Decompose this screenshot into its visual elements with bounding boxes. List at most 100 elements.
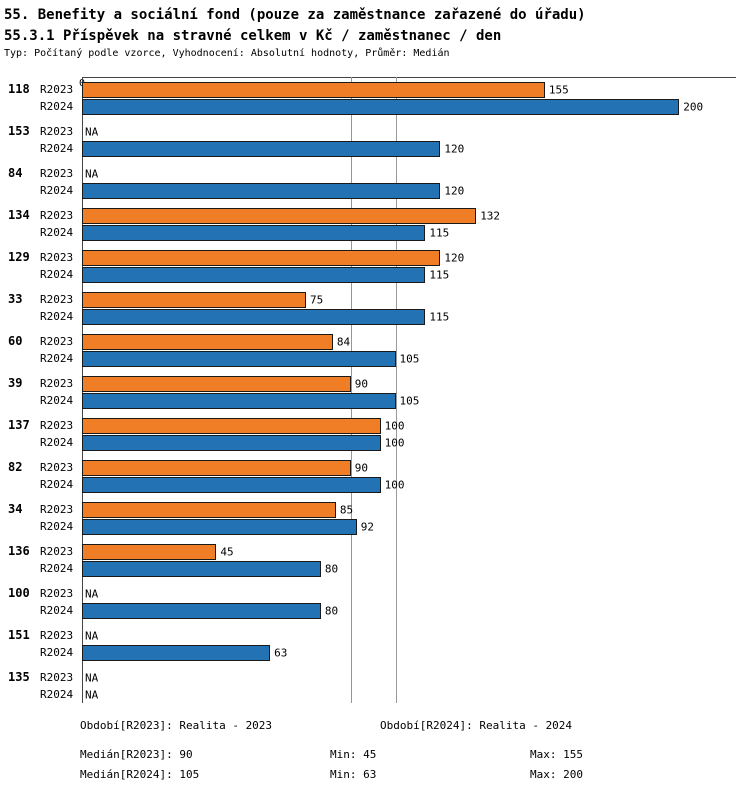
- bar-r2024: [82, 560, 321, 577]
- chart-group: 33 R2023 75 R2024 115: [0, 291, 750, 325]
- series-label: R2024: [40, 226, 74, 239]
- bar-track: 85: [82, 501, 736, 518]
- bar-value-label: 100: [384, 478, 405, 491]
- bar-track: 120: [82, 140, 736, 157]
- group-id-label: 100: [8, 586, 30, 600]
- bar-value-label: 45: [220, 545, 234, 558]
- group-id-label: 129: [8, 250, 30, 264]
- bar-r2024: [82, 476, 381, 493]
- chart-row: 129 R2023 120: [0, 249, 750, 266]
- period-2023-label: Období[R2023]: Realita - 2023: [80, 719, 273, 732]
- chart-footer: Období[R2023]: Realita - 2023 Období[R20…: [0, 717, 750, 793]
- chart-group: 34 R2023 85 R2024 92: [0, 501, 750, 535]
- bar-r2023: [82, 333, 333, 350]
- median-line-r2023: [350, 77, 352, 703]
- chart-group: 129 R2023 120 R2024 115: [0, 249, 750, 283]
- bar-track: 100: [82, 417, 736, 434]
- bar-value-label: 90: [354, 377, 369, 390]
- bar-track: NA: [82, 166, 736, 182]
- chart-row: 60 R2023 84: [0, 333, 750, 350]
- bar-value-label: 115: [429, 310, 450, 323]
- bar-track: 90: [82, 459, 736, 476]
- chart-row: R2024 80: [0, 560, 750, 577]
- bar-r2023: [82, 417, 381, 434]
- median-2024-label: Medián[R2024]: 105: [80, 768, 200, 781]
- bar-track: 200: [82, 98, 736, 115]
- bar-track: 80: [82, 560, 736, 577]
- bar-track: 115: [82, 308, 736, 325]
- series-label: R2023: [40, 125, 74, 138]
- series-label: R2024: [40, 520, 74, 533]
- group-id-label: 118: [8, 82, 30, 96]
- bar-value-label: 132: [480, 209, 501, 222]
- bar-track: 132: [82, 207, 736, 224]
- chart-row: R2024 120: [0, 140, 750, 157]
- na-label: NA: [85, 671, 99, 684]
- series-label: R2023: [40, 671, 74, 684]
- bar-value-label: 155: [548, 83, 569, 96]
- bar-r2023: [82, 459, 351, 476]
- bar-track: 120: [82, 182, 736, 199]
- bar-track: 80: [82, 602, 736, 619]
- bar-track: NA: [82, 670, 736, 686]
- series-label: R2023: [40, 419, 74, 432]
- bar-value-label: 120: [444, 142, 465, 155]
- group-id-label: 153: [8, 124, 30, 138]
- group-id-label: 84: [8, 166, 23, 180]
- series-label: R2024: [40, 100, 74, 113]
- na-label: NA: [85, 629, 99, 642]
- chart-group: 134 R2023 132 R2024 115: [0, 207, 750, 241]
- series-label: R2024: [40, 478, 74, 491]
- chart-row: R2024 115: [0, 266, 750, 283]
- bar-track: 115: [82, 224, 736, 241]
- chart-row: 118 R2023 155: [0, 81, 750, 98]
- chart-row: 136 R2023 45: [0, 543, 750, 560]
- bar-r2023: [82, 81, 545, 98]
- chart-row: R2024 92: [0, 518, 750, 535]
- bar-track: 90: [82, 375, 736, 392]
- bar-r2023: [82, 375, 351, 392]
- chart-row: 134 R2023 132: [0, 207, 750, 224]
- page-title: 55. Benefity a sociální fond (pouze za z…: [4, 7, 586, 23]
- min-2024-label: Min: 63: [330, 768, 377, 781]
- series-label: R2024: [40, 562, 74, 575]
- bar-track: NA: [82, 124, 736, 140]
- series-label: R2023: [40, 335, 74, 348]
- series-label: R2024: [40, 604, 74, 617]
- chart-group: 60 R2023 84 R2024 105: [0, 333, 750, 367]
- bar-value-label: 105: [399, 352, 420, 365]
- bar-value-label: 120: [444, 251, 465, 264]
- group-id-label: 82: [8, 460, 23, 474]
- bar-track: 100: [82, 434, 736, 451]
- max-2023-label: Max: 155: [530, 748, 583, 761]
- x-axis-line: [82, 77, 736, 78]
- group-id-label: 60: [8, 334, 23, 348]
- series-label: R2024: [40, 268, 74, 281]
- group-id-label: 151: [8, 628, 30, 642]
- chart-group: 153 R2023 NA R2024 120: [0, 123, 750, 157]
- group-id-label: 137: [8, 418, 30, 432]
- chart-group: 137 R2023 100 R2024 100: [0, 417, 750, 451]
- bar-r2023: [82, 501, 336, 518]
- series-label: R2024: [40, 352, 74, 365]
- bar-r2023: [82, 291, 306, 308]
- chart-group: 135 R2023 NA R2024 NA: [0, 669, 750, 703]
- series-label: R2023: [40, 587, 74, 600]
- bar-r2024: [82, 140, 441, 157]
- chart-row: 153 R2023 NA: [0, 123, 750, 140]
- bar-r2024: [82, 518, 357, 535]
- chart-row: 84 R2023 NA: [0, 165, 750, 182]
- chart-row: R2024 115: [0, 308, 750, 325]
- series-label: R2023: [40, 377, 74, 390]
- chart-meta: Typ: Počítaný podle vzorce, Vyhodnocení:…: [4, 48, 450, 59]
- bar-r2024: [82, 98, 680, 115]
- median-line-r2024: [395, 77, 397, 703]
- chart-group: 84 R2023 NA R2024 120: [0, 165, 750, 199]
- bar-value-label: 92: [360, 520, 374, 533]
- bar-value-label: 115: [429, 268, 450, 281]
- bar-value-label: 115: [429, 226, 450, 239]
- bar-value-label: 85: [339, 503, 354, 516]
- group-id-label: 33: [8, 292, 23, 306]
- bar-track: 115: [82, 266, 736, 283]
- bar-track: NA: [82, 586, 736, 602]
